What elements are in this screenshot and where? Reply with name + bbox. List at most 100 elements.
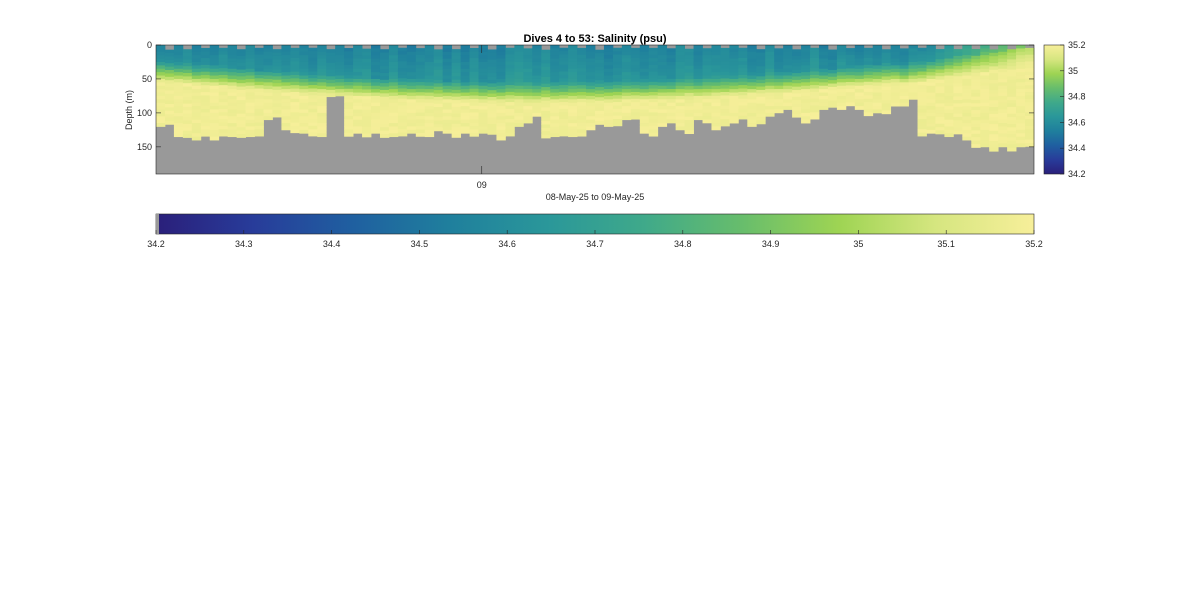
salinity-cell	[1016, 48, 1026, 53]
salinity-cell	[747, 75, 757, 80]
salinity-cell	[612, 78, 623, 83]
profile-column	[469, 48, 479, 137]
salinity-cell	[989, 56, 999, 60]
y-axis-label: Depth (m)	[124, 90, 134, 130]
salinity-cell	[675, 123, 685, 127]
salinity-cell	[1016, 65, 1026, 70]
salinity-cell	[720, 112, 730, 117]
salinity-cell	[299, 55, 309, 59]
salinity-cell	[451, 110, 462, 115]
salinity-cell	[245, 45, 255, 49]
salinity-cell	[182, 73, 193, 77]
salinity-cell	[953, 59, 963, 64]
salinity-cell	[451, 130, 462, 135]
salinity-cell	[738, 81, 748, 86]
salinity-cell	[944, 68, 954, 73]
salinity-cell	[379, 103, 390, 108]
salinity-cell	[469, 75, 479, 79]
salinity-cell	[263, 82, 273, 87]
salinity-cell	[469, 95, 479, 100]
salinity-cell	[657, 72, 668, 76]
salinity-cell	[998, 126, 1008, 131]
salinity-cell	[684, 58, 694, 63]
salinity-cell	[630, 75, 641, 79]
salinity-cell	[371, 58, 381, 63]
salinity-cell	[397, 61, 408, 66]
salinity-cell	[514, 65, 524, 70]
salinity-cell	[173, 99, 184, 104]
salinity-cell	[227, 51, 238, 56]
salinity-cell	[586, 116, 596, 121]
salinity-cell	[1025, 68, 1035, 73]
salinity-cell	[182, 130, 193, 135]
profile-column	[711, 45, 721, 131]
salinity-cell	[648, 78, 659, 83]
salinity-cell	[371, 75, 381, 80]
salinity-cell	[639, 106, 650, 110]
salinity-cell	[881, 83, 892, 88]
salinity-cell	[290, 75, 300, 79]
salinity-cell	[926, 72, 936, 76]
salinity-cell	[657, 78, 668, 83]
salinity-cell	[496, 136, 506, 141]
salinity-cell	[263, 61, 273, 66]
salinity-cell	[469, 71, 479, 76]
salinity-cell	[962, 68, 972, 73]
salinity-cell	[747, 116, 757, 121]
salinity-cell	[827, 66, 838, 71]
salinity-cell	[415, 78, 426, 83]
salinity-cell	[218, 51, 229, 56]
salinity-cell	[290, 58, 300, 62]
salinity-cell	[568, 82, 578, 87]
salinity-cell	[854, 61, 865, 66]
salinity-cell	[729, 61, 739, 66]
salinity-cell	[505, 119, 515, 123]
salinity-cell	[836, 68, 847, 73]
salinity-cell	[371, 45, 381, 49]
salinity-cell	[164, 120, 175, 125]
salinity-cell	[783, 58, 793, 63]
salinity-cell	[1016, 99, 1026, 104]
salinity-cell	[935, 52, 945, 57]
salinity-cell	[935, 76, 945, 81]
salinity-cell	[666, 102, 677, 107]
salinity-cell	[388, 92, 399, 97]
salinity-cell	[379, 127, 390, 132]
salinity-cell	[263, 106, 273, 110]
salinity-cell	[953, 106, 963, 111]
salinity-cell	[693, 106, 703, 110]
salinity-cell	[1025, 85, 1035, 90]
salinity-cell	[711, 68, 721, 73]
salinity-cell	[1007, 52, 1017, 57]
salinity-cell	[783, 95, 793, 100]
salinity-cell	[550, 123, 560, 127]
salinity-cell	[792, 86, 802, 91]
salinity-cell	[747, 123, 757, 127]
salinity-cell	[747, 72, 757, 76]
salinity-cell	[612, 85, 623, 89]
salinity-cell	[164, 53, 175, 57]
salinity-cell	[451, 120, 462, 125]
salinity-cell	[980, 136, 990, 141]
salinity-cell	[496, 95, 506, 100]
salinity-cell	[1007, 83, 1017, 87]
salinity-cell	[272, 100, 282, 104]
salinity-cell	[442, 72, 453, 76]
salinity-cell	[998, 65, 1008, 70]
salinity-cell	[971, 120, 981, 125]
salinity-cell	[720, 78, 730, 83]
salinity-cell	[254, 122, 264, 127]
salinity-cell	[1007, 134, 1017, 138]
salinity-cell	[460, 126, 470, 131]
salinity-cell	[254, 85, 264, 89]
salinity-cell	[550, 82, 560, 87]
profile-column	[729, 45, 739, 124]
salinity-cell	[1025, 47, 1035, 52]
salinity-cell	[442, 61, 453, 66]
salinity-cell	[756, 113, 766, 118]
salinity-cell	[926, 123, 936, 127]
salinity-cell	[254, 91, 264, 96]
salinity-cell	[469, 54, 479, 59]
salinity-cell	[460, 75, 470, 80]
salinity-cell	[980, 106, 990, 110]
